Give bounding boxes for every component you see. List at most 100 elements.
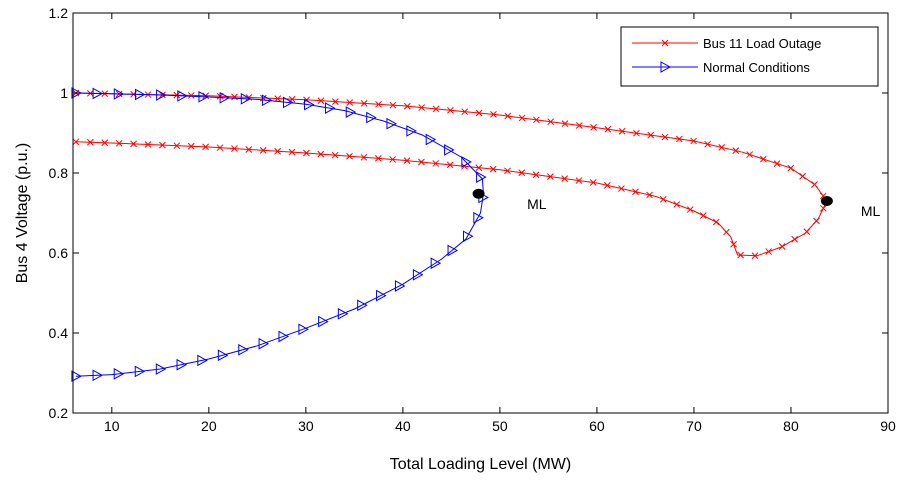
max-load-point bbox=[472, 188, 485, 199]
x-marker bbox=[447, 106, 454, 114]
triangle-marker bbox=[462, 230, 474, 243]
x-marker bbox=[375, 100, 382, 108]
x-marker bbox=[723, 228, 730, 236]
x-tick-label: 30 bbox=[298, 418, 314, 434]
triangle-marker bbox=[71, 87, 82, 99]
x-marker bbox=[791, 235, 798, 243]
x-marker bbox=[575, 177, 583, 184]
triangle-marker bbox=[366, 111, 377, 124]
triangle-marker bbox=[113, 88, 125, 100]
y-tick-label: 1.2 bbox=[49, 5, 69, 21]
x-tick-label: 10 bbox=[104, 418, 120, 434]
triangle-marker bbox=[92, 369, 104, 382]
triangle-marker bbox=[337, 307, 349, 320]
x-marker bbox=[759, 155, 767, 163]
max-load-point bbox=[820, 196, 833, 206]
x-marker bbox=[737, 251, 744, 259]
x-marker bbox=[245, 146, 253, 153]
x-marker bbox=[446, 161, 454, 169]
triangle-marker bbox=[134, 88, 146, 101]
y-tick-label: 1 bbox=[60, 85, 68, 101]
triangle-marker bbox=[444, 144, 455, 156]
triangle-marker bbox=[461, 156, 472, 168]
y-axis-title: Bus 4 Voltage (p.u.) bbox=[14, 143, 31, 284]
x-marker bbox=[718, 144, 726, 151]
x-marker bbox=[819, 204, 827, 212]
triangle-marker bbox=[660, 61, 672, 73]
x-marker bbox=[374, 155, 382, 162]
max-load-points: ML ML bbox=[472, 188, 881, 219]
triangle-marker bbox=[258, 337, 270, 350]
x-marker bbox=[589, 179, 597, 186]
x-marker bbox=[675, 135, 683, 143]
x-axis-title: Total Loading Level (MW) bbox=[390, 456, 571, 473]
x-marker bbox=[418, 104, 426, 111]
triangle-marker bbox=[238, 343, 249, 356]
x-marker bbox=[673, 201, 681, 208]
x-marker bbox=[690, 137, 697, 145]
axis-ticks: 10 20 30 40 50 60 70 80 90 0.2 0.4 0.6 0.8 1 1.2 bbox=[49, 5, 896, 434]
x-marker bbox=[144, 141, 152, 148]
x-marker bbox=[360, 153, 368, 161]
x-tick-label: 60 bbox=[589, 418, 605, 434]
x-marker bbox=[746, 151, 754, 158]
x-marker bbox=[765, 248, 773, 255]
y-tick-label: 0.6 bbox=[49, 245, 69, 261]
x-marker bbox=[274, 147, 281, 155]
x-marker bbox=[101, 139, 109, 147]
x-marker bbox=[561, 120, 569, 127]
triangle-marker bbox=[282, 96, 294, 109]
x-marker bbox=[231, 145, 238, 152]
x-tick-label: 90 bbox=[880, 418, 896, 434]
legend-box bbox=[620, 26, 879, 87]
x-marker bbox=[730, 240, 737, 248]
x-marker bbox=[561, 175, 569, 182]
triangle-marker bbox=[155, 363, 167, 375]
x-marker bbox=[632, 188, 639, 196]
x-marker bbox=[418, 158, 425, 166]
triangle-marker bbox=[92, 87, 104, 100]
triangle-marker bbox=[406, 125, 417, 137]
x-marker bbox=[618, 185, 625, 192]
triangle-marker bbox=[177, 90, 188, 102]
x-marker bbox=[115, 139, 123, 147]
x-marker bbox=[799, 172, 806, 180]
triangle-marker bbox=[476, 171, 487, 183]
max-load-label: ML bbox=[861, 203, 881, 219]
x-marker bbox=[787, 164, 795, 172]
legend-label: Bus 11 Load Outage bbox=[703, 36, 821, 51]
x-marker bbox=[533, 116, 540, 124]
x-marker bbox=[403, 102, 411, 110]
triangle-marker bbox=[430, 257, 442, 270]
triangle-marker bbox=[324, 102, 336, 114]
y-tick-label: 0.8 bbox=[49, 165, 69, 181]
x-marker bbox=[216, 144, 224, 152]
x-marker bbox=[475, 164, 483, 172]
triangle-marker bbox=[197, 354, 208, 367]
x-marker bbox=[811, 181, 818, 188]
triangle-marker bbox=[394, 280, 406, 292]
y-tick-label: 0.2 bbox=[49, 405, 69, 421]
x-marker bbox=[646, 191, 653, 199]
triangle-marker bbox=[357, 299, 368, 312]
triangle-marker bbox=[219, 91, 231, 104]
x-marker bbox=[504, 112, 512, 120]
x-marker bbox=[732, 147, 740, 155]
x-marker bbox=[72, 138, 80, 146]
x-marker bbox=[489, 165, 497, 173]
x-marker bbox=[778, 243, 786, 250]
x-marker bbox=[661, 133, 669, 141]
x-marker bbox=[712, 218, 720, 226]
x-marker bbox=[86, 138, 94, 146]
series-0 bbox=[72, 89, 828, 260]
x-marker bbox=[518, 169, 526, 177]
triangle-marker bbox=[298, 323, 309, 336]
x-marker bbox=[173, 142, 181, 150]
x-marker bbox=[618, 127, 626, 135]
x-marker bbox=[704, 140, 712, 148]
x-marker bbox=[518, 114, 526, 122]
x-marker bbox=[490, 111, 497, 118]
x-marker bbox=[475, 109, 483, 117]
x-marker bbox=[346, 152, 353, 160]
